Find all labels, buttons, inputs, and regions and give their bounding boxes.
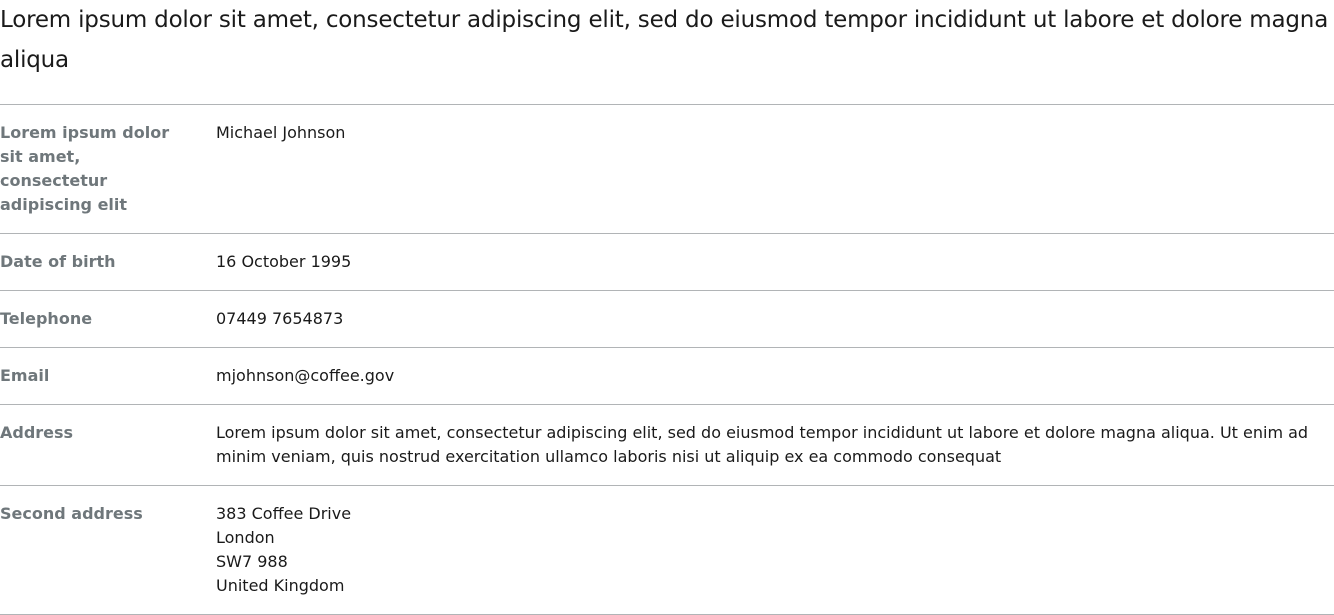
summary-row-second-address: Second address 383 Coffee Drive London S… [0, 486, 1334, 615]
summary-key: Date of birth [0, 252, 116, 271]
address-line: 383 Coffee Drive [216, 504, 352, 523]
page-title: Lorem ipsum dolor sit amet, consectetur … [0, 7, 1329, 73]
summary-value-name: Michael Johnson [216, 123, 346, 142]
address-line: SW7 988 [216, 552, 288, 571]
address-line: London [216, 528, 275, 547]
summary-row-name: Lorem ipsum dolor sit amet, consectetur … [0, 105, 1334, 234]
summary-value-second-address: 383 Coffee Drive London SW7 988 United K… [216, 502, 1334, 598]
summary-value-date-of-birth: 16 October 1995 [216, 252, 352, 271]
summary-key: Lorem ipsum dolor sit amet, consectetur … [0, 123, 170, 214]
summary-value-telephone: 07449 7654873 [216, 309, 344, 328]
summary-key: Email [0, 366, 50, 385]
summary-key: Address [0, 423, 74, 442]
summary-key: Second address [0, 504, 143, 523]
summary-key: Telephone [0, 309, 93, 328]
summary-value-email: mjohnson@coffee.gov [216, 366, 395, 385]
address-line: United Kingdom [216, 576, 345, 595]
summary-row-address: Address Lorem ipsum dolor sit amet, cons… [0, 405, 1334, 486]
summary-row-date-of-birth: Date of birth 16 October 1995 [0, 234, 1334, 291]
summary-value-address: Lorem ipsum dolor sit amet, consectetur … [216, 423, 1309, 466]
summary-row-telephone: Telephone 07449 7654873 [0, 291, 1334, 348]
summary-row-email: Email mjohnson@coffee.gov [0, 348, 1334, 405]
summary-list: Lorem ipsum dolor sit amet, consectetur … [0, 104, 1334, 615]
